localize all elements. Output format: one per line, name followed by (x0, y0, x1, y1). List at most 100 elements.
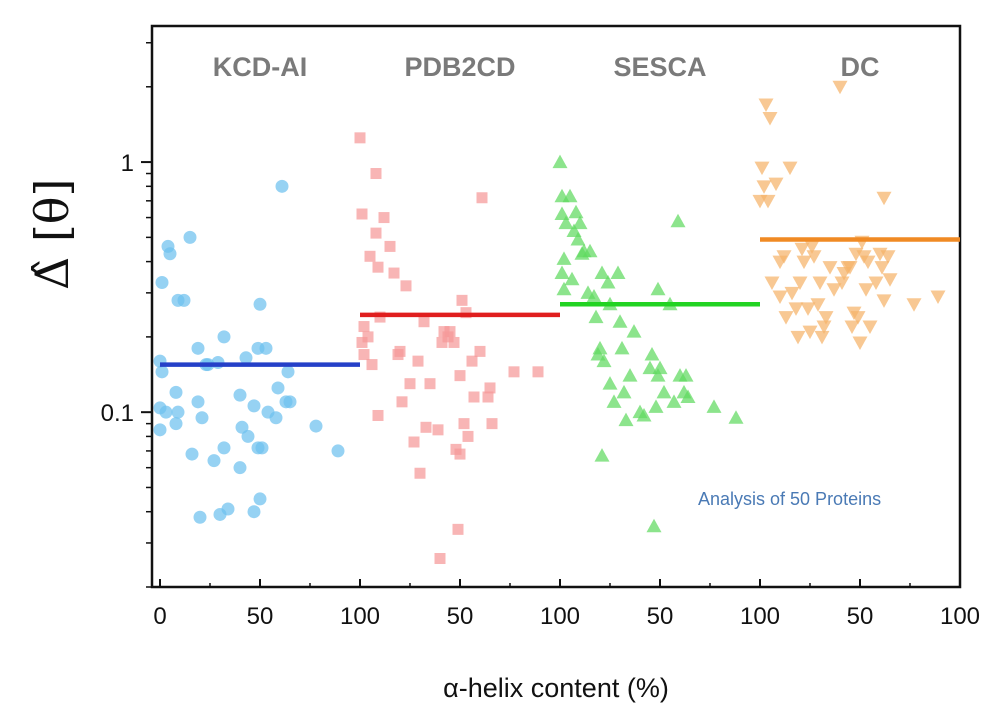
sesca-point-33 (618, 412, 634, 427)
pdb2cd-point-8 (366, 359, 378, 371)
dc-point-8 (768, 177, 784, 192)
kcd-ai-point-13 (177, 293, 191, 307)
dc-point-23 (806, 250, 822, 264)
kcd-ai-point-40 (259, 341, 273, 355)
sesca-point-12 (570, 232, 586, 246)
pdb2cd-point-43 (468, 391, 480, 403)
sesca-point-31 (614, 340, 630, 355)
pdb2cd-point-3 (356, 336, 368, 348)
dc-point-4 (758, 98, 774, 112)
dc-point-44 (860, 255, 876, 270)
kcd-ai-point-26 (217, 441, 231, 455)
kcd-ai-point-47 (283, 395, 297, 409)
sesca-point-27 (602, 376, 618, 390)
kcd-ai-point-18 (193, 510, 207, 524)
pdb2cd-point-25 (418, 316, 430, 328)
dc-point-54 (930, 290, 946, 305)
pdb2cd-point-18 (394, 345, 406, 357)
sesca-point-34 (622, 368, 638, 382)
dc-point-46 (868, 276, 884, 290)
pdb2cd-point-33 (448, 336, 460, 348)
dc-point-7 (764, 276, 780, 290)
pdb2cd-point-44 (474, 345, 486, 357)
kcd-ai-point-19 (195, 411, 209, 425)
dc-point-27 (816, 320, 832, 335)
group-title-pdb2cd: PDB2CD (404, 52, 515, 82)
sesca-point-7 (558, 215, 574, 230)
annotation: Analysis of 50 Proteins (698, 489, 881, 509)
dc-point-45 (862, 320, 878, 335)
pdb2cd-point-7 (364, 250, 376, 262)
dc-point-14 (784, 286, 800, 301)
dc-point-39 (850, 311, 866, 325)
dc-point-13 (782, 161, 798, 176)
dc-point-15 (788, 302, 804, 316)
data-marks (153, 80, 946, 565)
kcd-ai-point-28 (233, 388, 247, 402)
kcd-ai-point-9 (169, 417, 183, 431)
kcd-ai-point-12 (171, 405, 185, 419)
kcd-ai-point-48 (309, 419, 323, 433)
kcd-ai-point-6 (159, 405, 173, 419)
x-tick-label: 50 (247, 603, 274, 630)
dc-point-11 (776, 250, 792, 264)
dc-point-20 (800, 302, 816, 316)
dc-point-17 (792, 276, 808, 290)
dc-point-6 (762, 112, 778, 126)
pdb2cd-point-45 (476, 192, 488, 204)
dc-point-28 (818, 311, 834, 325)
sesca-point-42 (650, 281, 666, 296)
mean-lines (160, 237, 960, 367)
x-tick-label: 100 (740, 603, 780, 630)
sesca-point-53 (706, 399, 722, 413)
sesca-point-21 (592, 340, 608, 355)
sesca-point-22 (594, 448, 610, 462)
dc-point-40 (852, 336, 868, 350)
sesca-point-54 (728, 410, 744, 424)
x-axis-label: α-helix content (%) (443, 673, 669, 703)
sesca-point-47 (666, 394, 682, 408)
sesca-point-30 (612, 314, 628, 328)
kcd-ai-point-46 (281, 365, 295, 379)
dc-point-5 (760, 194, 776, 209)
dc-point-26 (814, 330, 830, 345)
pdb2cd-point-36 (454, 370, 466, 382)
sesca-point-52 (680, 389, 696, 404)
dc-point-18 (794, 242, 810, 257)
y-tick-label: 0.1 (101, 400, 134, 427)
plot-frame (150, 24, 962, 589)
dc-point-50 (876, 294, 892, 308)
kcd-ai-point-15 (185, 447, 199, 461)
pdb2cd-point-4 (358, 349, 370, 361)
pdb2cd-point-1 (354, 132, 366, 144)
pdb2cd-point-9 (370, 168, 382, 180)
pdb2cd-point-21 (404, 378, 416, 390)
sesca-point-44 (652, 360, 668, 375)
kcd-ai-point-4 (155, 365, 169, 379)
pdb2cd-point-11 (372, 261, 384, 273)
dc-point-12 (778, 311, 794, 325)
kcd-ai-point-29 (233, 461, 247, 475)
pdb2cd-point-29 (436, 336, 448, 348)
pdb2cd-point-49 (508, 366, 520, 378)
pdb2cd-point-24 (414, 467, 426, 479)
axes: 0 50 100 50 100 50 100 50 100 1 0.1 (101, 41, 980, 630)
group-title-sesca: SESCA (613, 52, 706, 82)
y-tick-label: 1 (121, 150, 134, 177)
sesca-point-40 (646, 518, 662, 533)
sesca-point-51 (678, 368, 694, 382)
kcd-ai-point-31 (239, 351, 253, 365)
sesca-point-45 (656, 384, 672, 399)
sesca-point-5 (556, 281, 572, 296)
pdb2cd-point-41 (462, 430, 474, 442)
dc-point-53 (906, 298, 922, 312)
pdb2cd-point-48 (486, 418, 498, 430)
sesca-point-48 (670, 213, 686, 228)
dc-point-49 (876, 191, 892, 206)
kcd-ai-point-49 (331, 444, 345, 458)
pdb2cd-point-12 (372, 409, 384, 421)
pdb2cd-point-15 (384, 240, 396, 252)
dc-point-3 (756, 180, 772, 194)
kcd-ai-point-22 (207, 454, 221, 468)
